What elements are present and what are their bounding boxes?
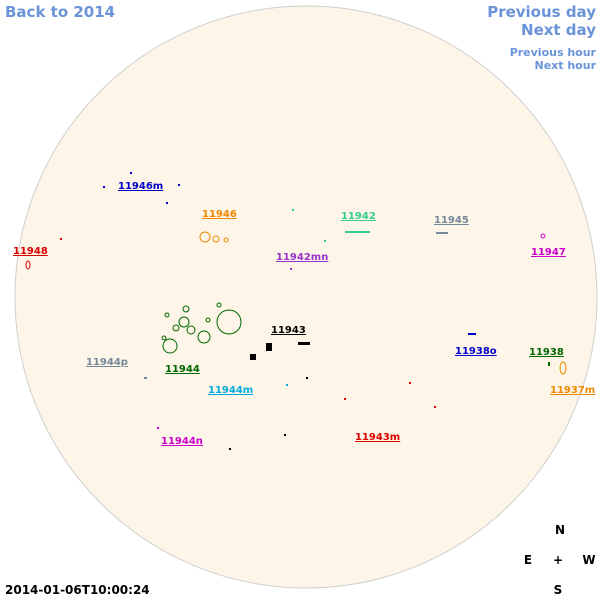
solar-disk: [14, 5, 598, 589]
compass-n: N: [555, 523, 565, 537]
dots: [60, 172, 550, 450]
compass-center: +: [553, 553, 563, 567]
previous-hour-link[interactable]: Previous hour: [510, 46, 597, 59]
region-label[interactable]: 11938o: [455, 346, 497, 357]
region-label[interactable]: 11946: [202, 209, 237, 220]
region-label[interactable]: 11944: [165, 364, 200, 375]
region-label[interactable]: 11946m: [118, 181, 163, 192]
region-label[interactable]: 11944p: [86, 357, 128, 368]
region-label[interactable]: 11944m: [208, 385, 253, 396]
region-label[interactable]: 11938: [529, 347, 564, 358]
compass-s: S: [554, 583, 563, 597]
region-label[interactable]: 11945: [434, 215, 469, 226]
spots: [25, 231, 567, 375]
region-label[interactable]: 11947: [531, 247, 566, 258]
region-label[interactable]: 11943: [271, 325, 306, 336]
next-day-link[interactable]: Next day: [521, 21, 596, 39]
region-label[interactable]: 11943m: [355, 432, 400, 443]
region-label[interactable]: 11944n: [161, 436, 203, 447]
compass-w: W: [582, 553, 595, 567]
next-hour-link[interactable]: Next hour: [535, 59, 597, 72]
region-label[interactable]: 11942mn: [276, 252, 328, 263]
region-label[interactable]: 11937m: [550, 385, 595, 396]
back-link[interactable]: Back to 2014: [5, 3, 115, 21]
region-label[interactable]: 11942: [341, 211, 376, 222]
compass-e: E: [524, 553, 532, 567]
timestamp: 2014-01-06T10:00:24: [5, 583, 150, 597]
previous-day-link[interactable]: Previous day: [487, 3, 596, 21]
region-label[interactable]: 11948: [13, 246, 48, 257]
